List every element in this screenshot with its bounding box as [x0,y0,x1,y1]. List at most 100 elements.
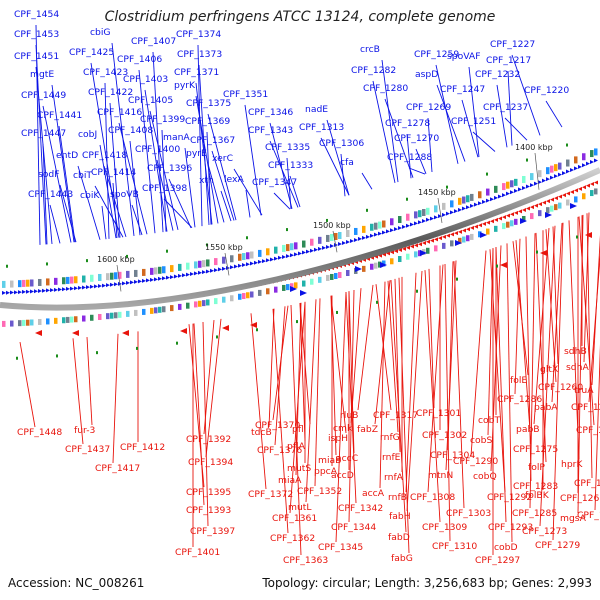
reverse-gene-arrow [394,249,398,254]
feature-block [502,223,506,230]
forward-gene-arrow [426,217,430,222]
forward-gene-arrow [2,290,6,295]
marker-green [526,158,528,162]
gene-label-reverse: CPF_1273 [522,526,567,537]
forward-gene-arrow [242,263,246,268]
reverse-gene-arrow [585,232,592,238]
feature-block [30,319,34,326]
gene-line-reverse [588,252,600,403]
forward-gene-arrow [410,222,414,227]
gene-line-forward [245,189,251,218]
feature-block [462,236,466,243]
feature-block [550,165,554,173]
forward-gene-arrow [366,234,370,239]
forward-gene-arrow [126,280,130,285]
feature-block [566,159,570,167]
feature-block [290,283,294,290]
forward-gene-arrow [454,209,458,214]
forward-gene-arrow [94,284,98,289]
forward-gene-arrow [30,289,34,294]
marker-green [136,346,138,350]
forward-gene-arrow [214,268,218,273]
forward-gene-arrow [546,177,550,182]
reverse-gene-arrow [422,241,426,246]
reverse-gene-arrow [458,229,462,234]
gene-label-reverse: miaA [278,475,302,486]
gene-line-reverse [552,222,564,541]
gene-label-reverse: fabZ [357,424,378,435]
feature-block [246,292,250,299]
feature-block [22,279,26,287]
feature-block [282,244,286,252]
feature-block [70,316,74,323]
gene-label-forward: CPF_1414 [91,167,136,178]
gene-label-forward: spoVAF [447,51,481,62]
gene-label-reverse: CPF_1393 [186,505,231,516]
gene-label-forward: manA [163,132,190,143]
feature-block [582,153,586,161]
feature-block [330,233,334,241]
gene-line-forward [511,54,541,136]
reverse-gene-arrow [506,213,510,218]
feature-block [378,261,382,268]
gene-label-forward: pyrE [186,148,207,159]
gene-line-reverse [112,333,119,464]
gene-label-forward: CPF_1335 [265,142,310,153]
genome-backbone [0,167,600,311]
forward-gene-arrow [486,198,490,203]
forward-gene-arrow [422,219,426,224]
feature-block [274,246,278,254]
feature-block [214,258,218,266]
forward-gene-arrow [318,246,322,251]
gene-label-forward: cbiK [80,190,100,201]
feature-block [362,265,366,272]
gene-label-forward: CPF_1343 [248,125,293,136]
gene-label-reverse: CPF_1290 [453,456,498,467]
forward-gene-arrow [358,236,362,241]
gene-line-forward [42,143,48,245]
gene-label-reverse: CPF_1361 [272,513,317,524]
gene-label-reverse: CPF_1293 [488,522,533,533]
reverse-gene-arrow [446,233,450,238]
gene-line-forward [42,105,72,243]
feature-block [450,200,454,208]
forward-gene-arrow [386,229,390,234]
gene-label-reverse: CPF_1302 [422,430,467,441]
gene-line-forward [101,205,107,240]
forward-gene-arrow [194,271,198,276]
feature-block [554,164,558,172]
gene-line-forward [144,89,168,232]
marker-green [336,310,338,314]
reverse-gene-arrow [482,221,486,226]
forward-gene-arrow [590,160,594,165]
feature-block [158,306,162,313]
gene-label-reverse: CPF_1257 [576,425,600,436]
gene-label-reverse: pflA [287,441,306,452]
reverse-gene-arrow [390,250,394,255]
forward-gene-arrow [394,227,398,232]
gene-line-reverse [525,236,532,482]
feature-block [582,193,586,200]
marker-green [446,185,448,189]
feature-block [290,243,294,251]
gene-line-reverse [514,238,521,395]
reverse-gene-arrow [514,210,518,215]
feature-block [198,300,202,307]
feature-block [398,256,402,263]
forward-gene-arrow [38,288,42,293]
gene-line-reverse [533,227,550,425]
gene-line-reverse [453,261,465,509]
reverse-gene-arrow [486,220,490,225]
forward-gene-arrow [578,164,582,169]
forward-gene-arrow [10,290,14,295]
gene-label-forward: aspD [415,69,438,80]
gene-label-forward: CPF_1406 [117,54,162,65]
reverse-gene-arrow [554,196,558,201]
feature-block [250,291,254,298]
gene-label-reverse: CPF_1395 [186,487,231,498]
gene-line-reverse [86,337,93,426]
feature-block [286,244,290,252]
feature-block [74,316,78,323]
gene-label-forward: CPF_1398 [142,183,187,194]
gene-label-forward: CPF_1369 [185,116,230,127]
